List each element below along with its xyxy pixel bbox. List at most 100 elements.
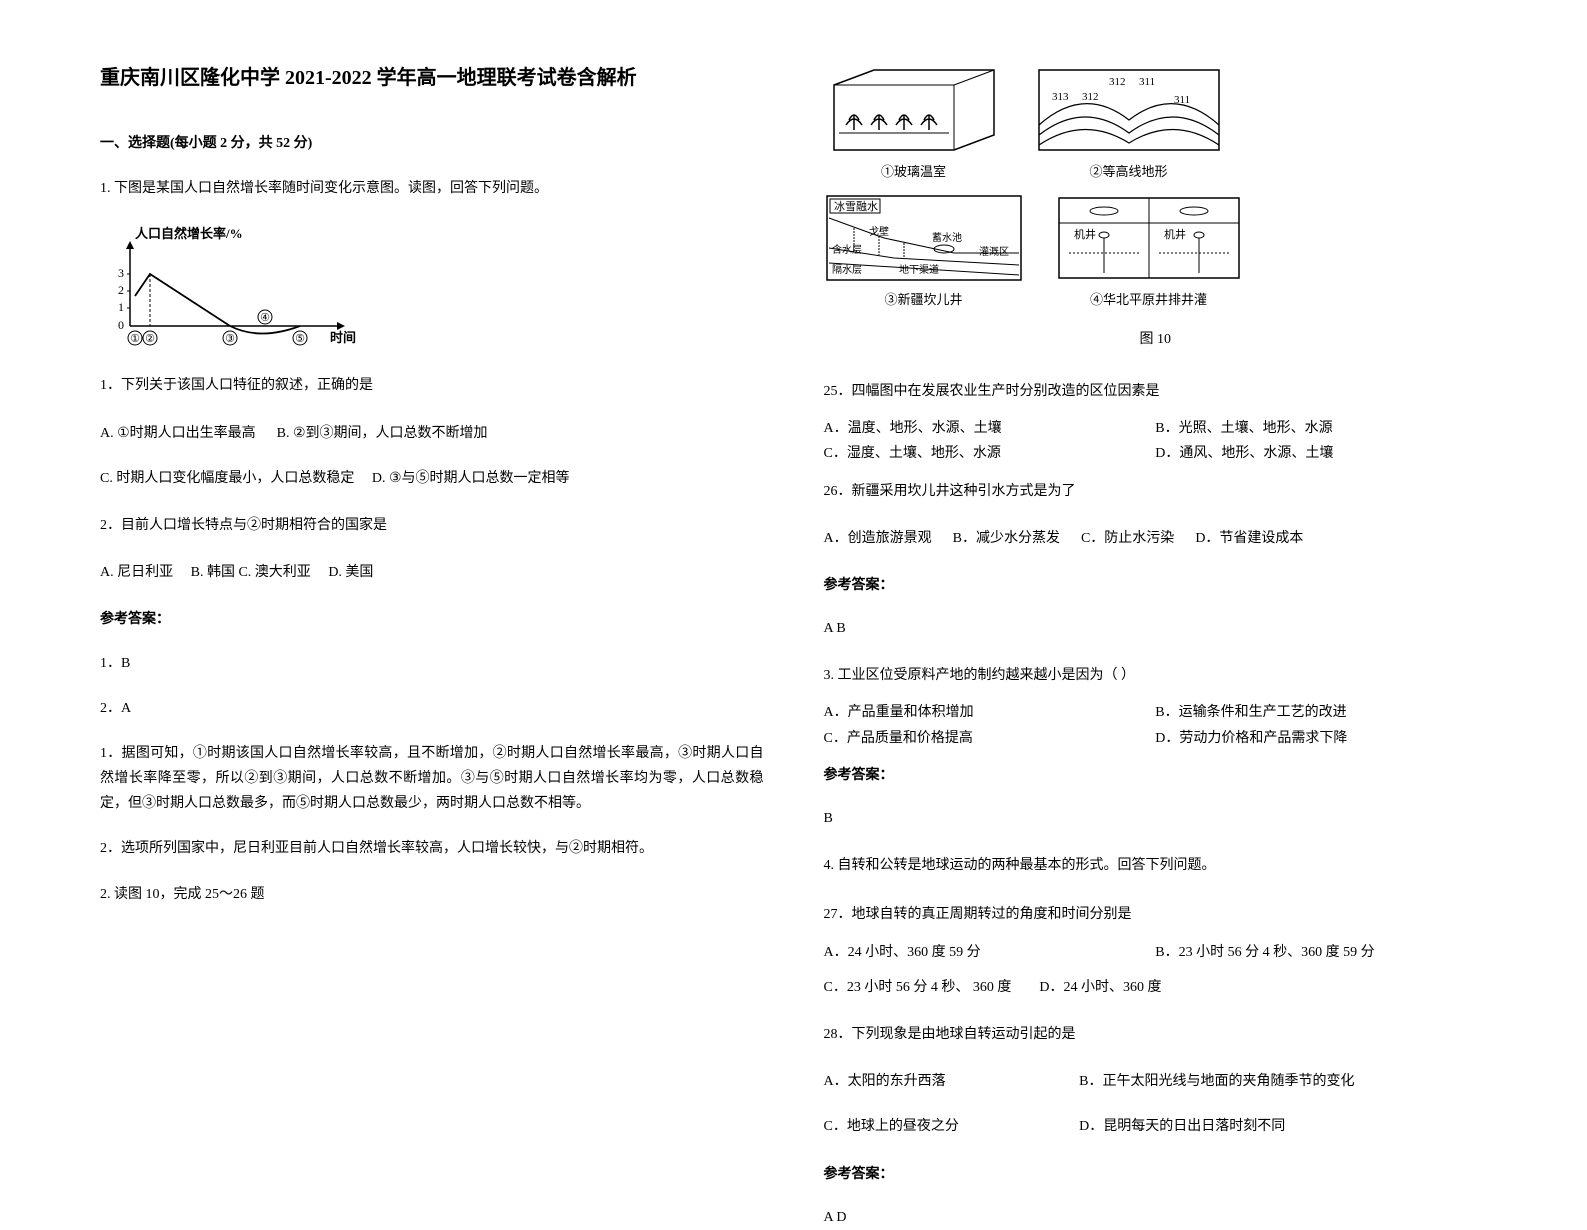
q2-answer: A B xyxy=(824,616,1488,641)
svg-text:312: 312 xyxy=(1109,76,1126,88)
figure-2: 312 311 313 312 311 ②等高线地形 xyxy=(1034,65,1224,183)
figure-3: 冰雪融水 戈壁 含水层 隔水层 蓄水池 地下渠道 灌溉区 ③新疆坎儿井 xyxy=(824,193,1024,311)
q4s27-optD: D．24 小时、360 度 xyxy=(1039,980,1161,995)
svg-text:含水层: 含水层 xyxy=(832,243,862,256)
q1-sub2-opts: A. 尼日利亚 B. 韩国 C. 澳大利亚 D. 美国 xyxy=(100,560,764,585)
chart-ylabel: 人口自然增长率/% xyxy=(135,226,243,241)
svg-text:311: 311 xyxy=(1174,94,1190,106)
q1-chart: 人口自然增长率/% 0 1 2 3 ① ② ③ ④ xyxy=(100,226,764,346)
q1-sub1-opts-ab: A. ①时期人口出生率最高 B. ②到③期间，人口总数不断增加 xyxy=(100,421,764,446)
q3-answer-label: 参考答案： xyxy=(824,763,1488,788)
svg-text:1: 1 xyxy=(118,300,124,314)
q1-stem: 1. 下图是某国人口自然增长率随时间变化示意图。读图，回答下列问题。 xyxy=(100,176,764,201)
q1-answer-label: 参考答案： xyxy=(100,607,764,632)
figure-1: ①玻璃温室 xyxy=(824,65,1004,183)
q1s1-optD: D. ③与⑤时期人口总数一定相等 xyxy=(372,471,570,486)
q4s27-cd: C．23 小时 56 分 4 秒、 360 度 D．24 小时、360 度 xyxy=(824,975,1488,1000)
q4s28-ab: A．太阳的东升西落 B．正午太阳光线与地面的夹角随季节的变化 xyxy=(824,1069,1488,1094)
fig4-caption: ④华北平原井排井灌 xyxy=(1090,288,1207,311)
q2s26-optD: D．节省建设成本 xyxy=(1195,531,1303,546)
svg-text:311: 311 xyxy=(1139,76,1155,88)
q4s28-optB: B．正午太阳光线与地面的夹角随季节的变化 xyxy=(1079,1074,1354,1089)
svg-text:地下渠道: 地下渠道 xyxy=(899,263,939,276)
q4s27-optB: B．23 小时 56 分 4 秒、360 度 59 分 xyxy=(1155,940,1374,965)
fig1-caption: ①玻璃温室 xyxy=(881,160,946,183)
q2-stem: 2. 读图 10，完成 25～26 题 xyxy=(100,882,764,907)
svg-text:②: ② xyxy=(145,333,155,345)
right-column: ①玻璃温室 312 311 313 312 311 ②等高线地形 冰雪融水 xyxy=(824,60,1488,1062)
q3-optD: D．劳动力价格和产品需求下降 xyxy=(1155,726,1347,751)
svg-text:⑤: ⑤ xyxy=(295,333,305,345)
q4-answer: A D xyxy=(824,1205,1488,1230)
svg-text:机井: 机井 xyxy=(1164,227,1186,241)
q1-sub2-text: 2．目前人口增长特点与②时期相符合的国家是 xyxy=(100,513,764,538)
q2s25-cd: C．湿度、土壤、地形、水源 D．通风、地形、水源、土壤 xyxy=(824,441,1488,466)
svg-text:隔水层: 隔水层 xyxy=(832,264,862,276)
q2s25-optC: C．湿度、土壤、地形、水源 xyxy=(824,441,1156,466)
q1-ans1: 1．B xyxy=(100,651,764,676)
figures-row-1: ①玻璃温室 312 311 313 312 311 ②等高线地形 xyxy=(824,65,1488,183)
figure-main-label: 图 10 xyxy=(824,327,1488,352)
q2s26-opts: A．创造旅游景观 B．减少水分蒸发 C．防止水污染 D．节省建设成本 xyxy=(824,526,1488,551)
q4-answer-label: 参考答案： xyxy=(824,1162,1488,1187)
fig3-caption: ③新疆坎儿井 xyxy=(884,288,962,311)
q4-stem: 4. 自转和公转是地球运动的两种最基本的形式。回答下列问题。 xyxy=(824,853,1488,878)
q4-sub27-text: 27．地球自转的真正周期转过的角度和时间分别是 xyxy=(824,902,1488,927)
q3-optB: B．运输条件和生产工艺的改进 xyxy=(1155,700,1346,725)
q1s1-optB: B. ②到③期间，人口总数不断增加 xyxy=(277,426,488,441)
svg-text:时间: 时间 xyxy=(330,330,356,345)
q2s25-optB: B．光照、土壤、地形、水源 xyxy=(1155,416,1332,441)
q4s27-optC: C．23 小时 56 分 4 秒、 360 度 xyxy=(824,980,1012,995)
q1s2-optD: D. 美国 xyxy=(328,565,373,580)
q4s27-ab: A．24 小时、360 度 59 分 B．23 小时 56 分 4 秒、360 … xyxy=(824,940,1488,965)
figures-row-2: 冰雪融水 戈壁 含水层 隔水层 蓄水池 地下渠道 灌溉区 ③新疆坎儿井 xyxy=(824,193,1488,311)
q1s2-optA: A. 尼日利亚 xyxy=(100,565,173,580)
q2-sub26-text: 26．新疆采用坎儿井这种引水方式是为了 xyxy=(824,479,1488,504)
q2s25-optA: A．温度、地形、水源、土壤 xyxy=(824,416,1156,441)
svg-text:0: 0 xyxy=(118,318,124,332)
q1-exp1: 1．据图可知，①时期该国人口自然增长率较高，且不断增加，②时期人口自然增长率最高… xyxy=(100,741,764,817)
q4s28-cd: C．地球上的昼夜之分 D．昆明每天的日出日落时刻不同 xyxy=(824,1114,1488,1139)
q3-optA: A．产品重量和体积增加 xyxy=(824,700,1156,725)
q2s25-ab: A．温度、地形、水源、土壤 B．光照、土壤、地形、水源 xyxy=(824,416,1488,441)
q1s2-optC: C. 澳大利亚 xyxy=(238,565,310,580)
svg-text:312: 312 xyxy=(1082,91,1099,103)
q1-ans2: 2．A xyxy=(100,696,764,721)
q3-answer: B xyxy=(824,806,1488,831)
q1s1-optC: C. 时期人口变化幅度最小，人口总数稳定 xyxy=(100,471,354,486)
q4s27-optA: A．24 小时、360 度 59 分 xyxy=(824,940,1156,965)
q2s26-optB: B．减少水分蒸发 xyxy=(953,531,1060,546)
section-header: 一、选择题(每小题 2 分，共 52 分) xyxy=(100,131,764,156)
q2s25-optD: D．通风、地形、水源、土壤 xyxy=(1155,441,1333,466)
q3-ab: A．产品重量和体积增加 B．运输条件和生产工艺的改进 xyxy=(824,700,1488,725)
q2-answer-label: 参考答案： xyxy=(824,573,1488,598)
q2s26-optA: A．创造旅游景观 xyxy=(824,531,932,546)
q4s28-optA: A．太阳的东升西落 xyxy=(824,1069,1076,1094)
q1-sub1-opts-cd: C. 时期人口变化幅度最小，人口总数稳定 D. ③与⑤时期人口总数一定相等 xyxy=(100,466,764,491)
q1s2-optB: B. 韩国 xyxy=(191,565,235,580)
svg-text:蓄水池: 蓄水池 xyxy=(932,231,962,244)
q4-sub28-text: 28．下列现象是由地球自转运动引起的是 xyxy=(824,1022,1488,1047)
left-column: 重庆南川区隆化中学 2021-2022 学年高一地理联考试卷含解析 一、选择题(… xyxy=(100,60,764,1062)
svg-text:灌溉区: 灌溉区 xyxy=(979,245,1009,258)
svg-text:①: ① xyxy=(130,333,140,345)
figure-4: 机井 机井 ④华北平原井排井灌 xyxy=(1054,193,1244,311)
q3-cd: C．产品质量和价格提高 D．劳动力价格和产品需求下降 xyxy=(824,726,1488,751)
q2-sub25-text: 25．四幅图中在发展农业生产时分别改造的区位因素是 xyxy=(824,379,1488,404)
svg-text:③: ③ xyxy=(225,333,235,345)
q2s26-optC: C．防止水污染 xyxy=(1081,531,1174,546)
q1-sub1-text: 1．下列关于该国人口特征的叙述，正确的是 xyxy=(100,373,764,398)
svg-text:④: ④ xyxy=(260,312,270,324)
exam-title: 重庆南川区隆化中学 2021-2022 学年高一地理联考试卷含解析 xyxy=(100,60,764,96)
q1-exp2: 2．选项所列国家中，尼日利亚目前人口自然增长率较高，人口增长较快，与②时期相符。 xyxy=(100,836,764,861)
svg-text:机井: 机井 xyxy=(1074,227,1096,241)
svg-text:3: 3 xyxy=(118,266,124,280)
q3-optC: C．产品质量和价格提高 xyxy=(824,726,1156,751)
q1s1-optA: A. ①时期人口出生率最高 xyxy=(100,426,256,441)
svg-text:313: 313 xyxy=(1052,91,1069,103)
q3-stem: 3. 工业区位受原料产地的制约越来越小是因为（ ） xyxy=(824,663,1488,688)
q4s28-optC: C．地球上的昼夜之分 xyxy=(824,1114,1076,1139)
svg-text:2: 2 xyxy=(118,283,124,297)
fig2-caption: ②等高线地形 xyxy=(1089,160,1167,183)
svg-text:冰雪融水: 冰雪融水 xyxy=(834,200,878,213)
